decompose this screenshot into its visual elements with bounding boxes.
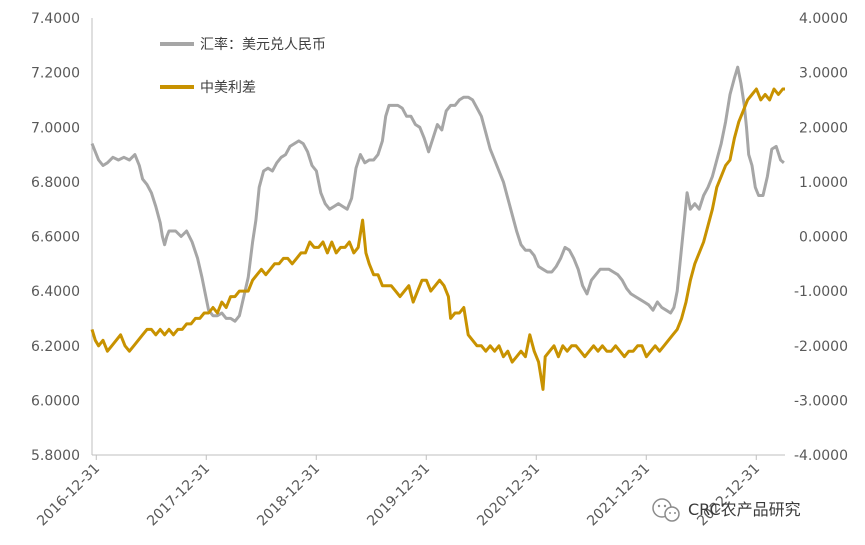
y-left-tick-label: 6.0000 xyxy=(31,393,80,409)
x-tick-label: 2018-12-31 xyxy=(254,461,323,530)
series-line-exchange-rate xyxy=(90,65,785,323)
x-tick-label: 2020-12-31 xyxy=(474,461,543,530)
y-right-tick-label: 1.0000 xyxy=(799,175,848,191)
y-axis-left-ticks: 7.4000 7.2000 7.0000 6.8000 6.6000 6.4000 6.20… xyxy=(31,11,80,464)
legend-label-rate-spread: 中美利差 xyxy=(200,80,256,96)
y-left-tick-label: 6.8000 xyxy=(31,175,80,191)
y-right-tick-label: 3.0000 xyxy=(799,66,848,82)
legend: 汇率：美元兑人民币 中美利差 xyxy=(160,36,326,96)
y-axis-right-ticks: 4.0000 3.0000 2.0000 1.0000 0.0000 -1.0000 -2.… xyxy=(794,11,848,464)
y-left-tick-label: 7.2000 xyxy=(31,66,80,82)
x-tick-label: 2022-12-31 xyxy=(694,461,763,530)
x-tick-label: 2016-12-31 xyxy=(34,461,103,530)
y-right-tick-label: -4.0000 xyxy=(794,448,848,464)
y-right-tick-label: 0.0000 xyxy=(799,230,848,246)
y-left-tick-label: 6.2000 xyxy=(31,339,80,355)
x-axis-ticks: 2016-12-31 2017-12-31 2018-12-31 2019-12-31… xyxy=(34,455,763,529)
legend-label-exchange-rate: 汇率：美元兑人民币 xyxy=(200,36,326,53)
x-tick-label: 2019-12-31 xyxy=(364,461,433,530)
x-tick-label: 2017-12-31 xyxy=(144,461,213,530)
series-line-rate-spread xyxy=(90,87,785,391)
y-right-tick-label: -2.0000 xyxy=(794,339,848,355)
watermark: CRC农产品研究 xyxy=(652,498,801,522)
y-left-tick-label: 5.8000 xyxy=(31,448,80,464)
y-right-tick-label: -1.0000 xyxy=(794,284,848,300)
x-tick-label: 2021-12-31 xyxy=(584,461,653,530)
axes xyxy=(91,18,785,456)
y-right-tick-label: 4.0000 xyxy=(799,11,848,27)
y-right-tick-label: 2.0000 xyxy=(799,120,848,136)
y-left-tick-label: 7.0000 xyxy=(31,120,80,136)
series-layer xyxy=(90,65,785,391)
watermark-text: CRC农产品研究 xyxy=(688,500,801,519)
y-left-tick-label: 6.6000 xyxy=(31,230,80,246)
y-left-tick-label: 6.4000 xyxy=(31,284,80,300)
y-left-tick-label: 7.4000 xyxy=(31,11,80,27)
y-right-tick-label: -3.0000 xyxy=(794,393,848,409)
wechat-icon xyxy=(652,498,680,522)
